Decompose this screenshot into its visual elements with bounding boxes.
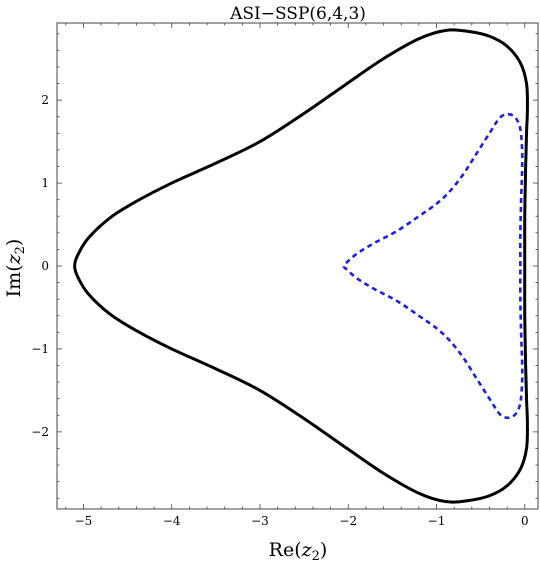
dashed-stability-boundary (342, 112, 524, 420)
x-axis-label-close: ) (320, 539, 327, 561)
x-tick-label: −1 (428, 514, 446, 528)
x-tick-label: 0 (521, 514, 529, 528)
y-tick-label: 0 (41, 259, 49, 273)
x-tick-label: −4 (163, 514, 181, 528)
y-axis-label-var: z (3, 253, 25, 265)
plot-frame (56, 22, 539, 510)
x-axis-label-sub: 2 (312, 549, 320, 564)
chart-title: ASI−SSP(6,4,3) (229, 4, 366, 24)
x-tick-label: −3 (251, 514, 269, 528)
y-tick-label: 1 (41, 176, 49, 190)
axis-ticks: −5 −4 −3 −2 −1 0 −2 −1 0 1 2 (31, 23, 538, 528)
y-axis-label: Im(z2) (3, 239, 28, 298)
y-axis-label-main: Im( (3, 264, 25, 297)
x-axis-label-var: z (301, 539, 313, 561)
y-tick-label: −2 (31, 425, 49, 439)
y-tick-label: 2 (41, 93, 49, 107)
x-tick-label: −5 (75, 514, 93, 528)
solid-stability-boundary (73, 28, 529, 504)
x-axis-label-main: Re( (269, 539, 302, 561)
y-axis-label-close: ) (3, 239, 25, 246)
series-layer (73, 28, 529, 504)
x-axis-label: Re(z2) (269, 539, 328, 564)
y-axis-label-sub: 2 (13, 246, 28, 254)
y-tick-label: −1 (31, 342, 49, 356)
x-tick-label: −2 (339, 514, 357, 528)
